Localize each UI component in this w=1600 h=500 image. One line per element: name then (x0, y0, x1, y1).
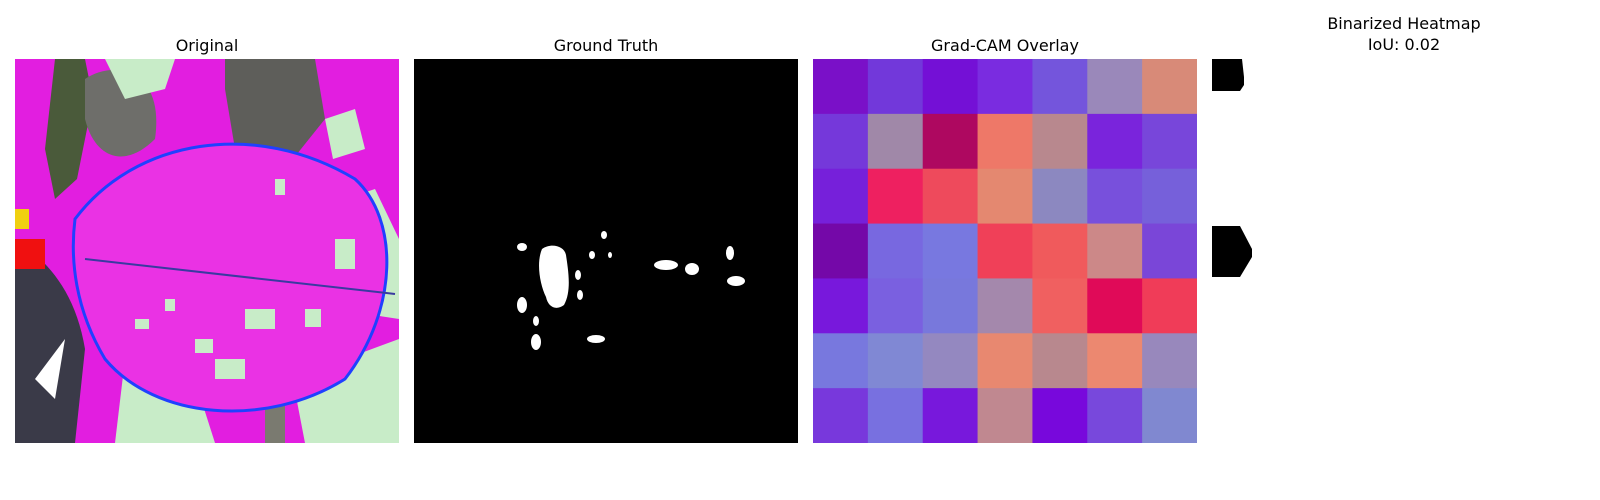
gradcam-cell (813, 59, 869, 115)
gradcam-overlay (813, 59, 1197, 443)
gradcam-cell (922, 168, 979, 225)
gradcam-cell (813, 278, 869, 334)
binarized-heatmap (1212, 59, 1596, 443)
gradcam-cell (867, 278, 924, 334)
gradcam-cell (977, 278, 1033, 334)
gradcam-cell (1087, 59, 1143, 115)
gradcam-cell (1087, 333, 1143, 389)
gradcam-cell (867, 113, 924, 170)
gradcam-cell (977, 223, 1033, 279)
gradcam-cell (977, 113, 1033, 170)
gradcam-cell (813, 223, 869, 279)
gradcam-cell (922, 59, 979, 115)
gradcam-cell (1142, 168, 1197, 225)
gradcam-title: Grad-CAM Overlay (931, 36, 1079, 55)
binarized-region-2 (1212, 226, 1252, 277)
gradcam-cell (922, 113, 979, 170)
gradcam-cell (922, 223, 979, 279)
gradcam-cell (1142, 388, 1197, 443)
gradcam-cell (867, 168, 924, 225)
gradcam-cell (1142, 333, 1197, 389)
gradcam-cell (977, 333, 1033, 389)
gradcam-cell (813, 168, 869, 225)
original-title: Original (175, 36, 239, 55)
gradcam-cell (977, 388, 1033, 443)
binarized-title: Binarized Heatmap IoU: 0.02 (1327, 14, 1481, 54)
gradcam-cell (867, 59, 924, 115)
gradcam-cell (1087, 113, 1143, 170)
gradcam-cell (977, 59, 1033, 115)
gradcam-cell (1032, 388, 1088, 443)
gradcam-cell (1032, 168, 1088, 225)
gradcam-cell (1032, 278, 1088, 334)
gradcam-cell (1087, 223, 1143, 279)
gradcam-cell (1032, 333, 1088, 389)
gradcam-cell (867, 333, 924, 389)
gradcam-cell (922, 333, 979, 389)
gradcam-cell (1142, 278, 1197, 334)
gradcam-cell (1142, 223, 1197, 279)
gradcam-cell (1032, 223, 1088, 279)
gradcam-cell (1142, 113, 1197, 170)
gradcam-cell (1087, 278, 1143, 334)
gradcam-cell (867, 223, 924, 279)
gradcam-cell (1087, 168, 1143, 225)
gradcam-cell (1142, 59, 1197, 115)
gradcam-cell (813, 113, 869, 170)
gradcam-cell (1032, 59, 1088, 115)
original-image (15, 59, 399, 443)
ground-truth-title: Ground Truth (553, 36, 659, 55)
binarized-region-1 (1212, 59, 1244, 91)
gradcam-cell (922, 388, 979, 443)
gradcam-cell (813, 388, 869, 443)
gradcam-cell (813, 333, 869, 389)
gradcam-cell (977, 168, 1033, 225)
ground-truth-mask (414, 59, 798, 443)
gradcam-cell (867, 388, 924, 443)
gradcam-cell (1032, 113, 1088, 170)
gradcam-grid (813, 59, 1197, 443)
gradcam-cell (922, 278, 979, 334)
gradcam-cell (1087, 388, 1143, 443)
